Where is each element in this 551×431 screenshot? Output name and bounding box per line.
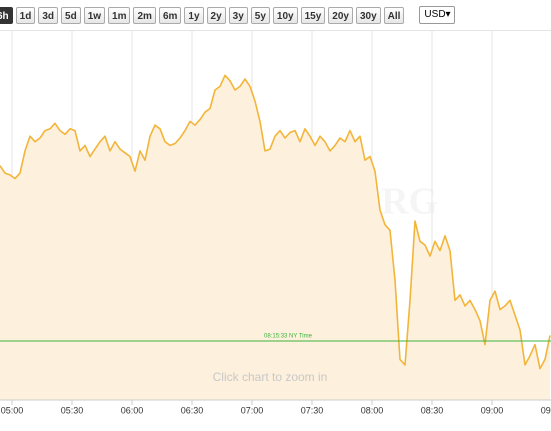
- range-button[interactable]: 3y: [228, 6, 248, 24]
- x-tick-label: 08:00: [361, 405, 384, 415]
- range-button[interactable]: 1m: [108, 6, 131, 24]
- x-tick-label: 06:00: [121, 405, 144, 415]
- dropdown-arrow: ▾: [445, 9, 451, 20]
- range-button[interactable]: 2m: [133, 6, 156, 24]
- range-button[interactable]: 3d: [38, 6, 59, 24]
- range-button[interactable]: 5y: [250, 6, 270, 24]
- range-button[interactable]: 1w: [83, 6, 106, 24]
- range-button[interactable]: 1y: [184, 6, 204, 24]
- range-button[interactable]: 30y: [355, 6, 381, 24]
- reference-label: 08:15:33 NY Time: [264, 334, 313, 340]
- x-tick-label: 07:30: [301, 405, 324, 415]
- x-tick-label: 09:30: [541, 405, 551, 415]
- price-line: [0, 74, 551, 370]
- x-tick-label: 07:00: [241, 405, 264, 415]
- x-tick-label: 09:00: [481, 405, 504, 415]
- range-button[interactable]: 5d: [61, 6, 81, 24]
- range-button[interactable]: 2y: [206, 6, 226, 24]
- range-button[interactable]: 6h: [0, 6, 13, 24]
- currency-value: USD: [424, 9, 446, 20]
- x-tick-label: 05:00: [1, 405, 24, 415]
- range-button[interactable]: 1d: [15, 6, 36, 24]
- range-button[interactable]: 15y: [300, 6, 326, 24]
- x-tick-label: 08:30: [421, 405, 444, 415]
- chart[interactable]: GOLDPRICE.ORG 05:0005:3006:0006:3007:000…: [0, 31, 551, 431]
- x-tick-label: 05:30: [61, 405, 84, 415]
- zoom-hint: Click chart to zoom in: [213, 370, 328, 384]
- currency-select[interactable]: USD ▾: [419, 6, 456, 24]
- toolbar: 6h1d3d5d1w1m2m6m1y2y3y5y10y15y20y30yAll U…: [0, 0, 551, 31]
- area-fill: [0, 75, 550, 401]
- range-button[interactable]: 6m: [158, 6, 182, 24]
- x-tick-label: 06:30: [181, 405, 204, 415]
- range-button[interactable]: 10y: [272, 6, 298, 24]
- range-button[interactable]: 20y: [328, 6, 353, 24]
- range-button[interactable]: All: [383, 6, 405, 24]
